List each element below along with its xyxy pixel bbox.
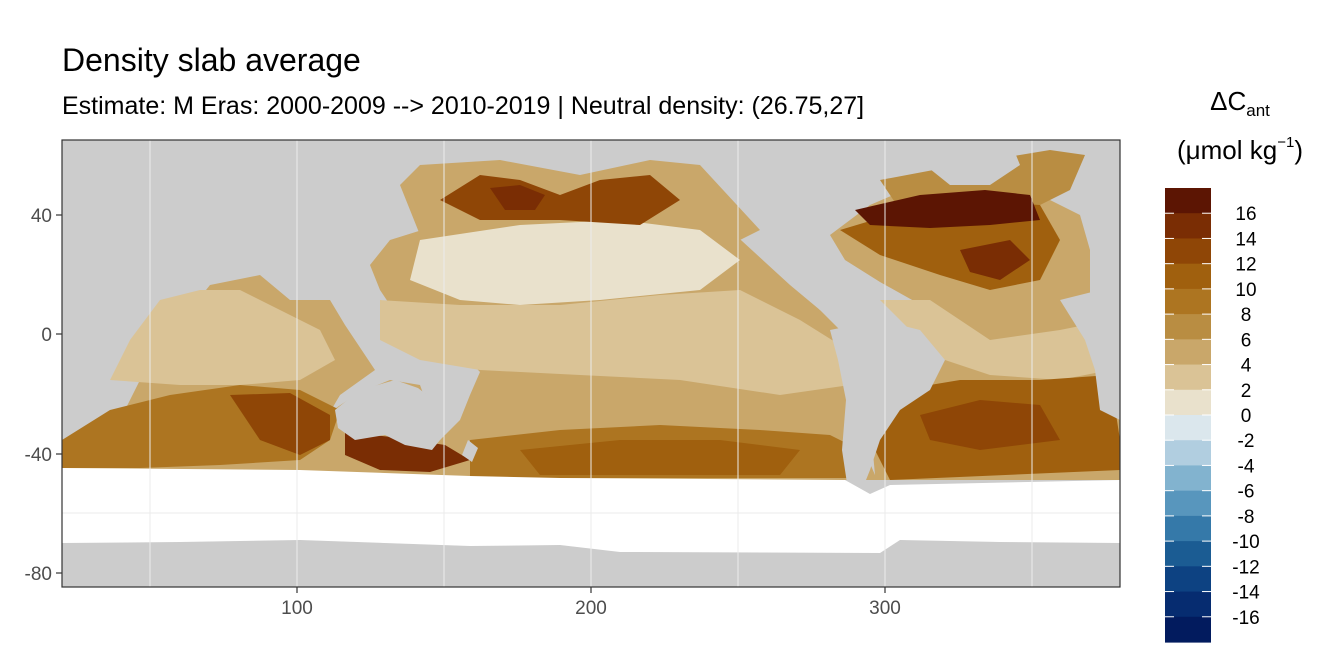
legend-swatch — [1165, 288, 1211, 315]
legend-swatch — [1165, 364, 1211, 391]
legend-label: 16 — [1235, 204, 1256, 225]
region-subpolar-north-atlantic — [855, 190, 1040, 228]
legend-swatch — [1165, 541, 1211, 567]
region-south-atlantic-core — [920, 400, 1060, 450]
region-south-indian-core — [230, 393, 330, 455]
legend-swatch — [1165, 339, 1211, 366]
legend-swatch — [1165, 566, 1211, 593]
legend-label: -12 — [1232, 557, 1259, 578]
legend-swatch — [1165, 238, 1211, 265]
legend-title: ΔCant — [1165, 86, 1315, 121]
legend-unit: (μmol kg−1) — [1165, 134, 1315, 166]
legend-swatch — [1165, 591, 1211, 618]
legend-label: -16 — [1232, 608, 1259, 629]
legend-labels: 16 14 12 10 8 6 4 2 0 -2 -4 -6 -8 -10 -12 -14 -16 — [1232, 204, 1260, 629]
legend-label: 0 — [1241, 406, 1252, 427]
x-tick-label: 100 — [281, 598, 313, 619]
land-central-america — [760, 240, 840, 320]
legend-unit-close: ) — [1294, 135, 1303, 165]
legend-swatch — [1165, 263, 1211, 290]
region-tropical-atlantic — [880, 300, 1110, 380]
plot-title: Density slab average — [62, 42, 361, 78]
y-tick-label: 40 — [31, 206, 52, 227]
legend-label: -14 — [1232, 583, 1260, 604]
y-tick-label: 0 — [41, 325, 52, 346]
legend-swatch — [1165, 515, 1211, 542]
legend-swatch — [1165, 490, 1211, 517]
x-tick-label: 200 — [575, 598, 607, 619]
region-kuroshio-core — [490, 185, 545, 210]
plot-subtitle: Estimate: M Eras: 2000-2009 --> 2010-201… — [62, 92, 865, 120]
legend-unit-main: (μmol kg — [1177, 135, 1278, 165]
legend-label: -8 — [1238, 507, 1255, 528]
legend-label: -4 — [1238, 456, 1255, 477]
land-africa — [1060, 285, 1120, 420]
region-south-pacific-core — [520, 440, 800, 475]
legend-label: 10 — [1235, 280, 1256, 301]
legend-label: 6 — [1241, 330, 1252, 351]
legend-colorbar — [1165, 188, 1211, 643]
region-north-pacific-gyre — [410, 220, 740, 305]
legend-swatch — [1165, 314, 1211, 340]
land-australia — [335, 380, 448, 450]
legend-label: -2 — [1238, 431, 1255, 452]
land-south-america — [830, 320, 945, 495]
legend-unit-superscript: −1 — [1277, 134, 1295, 151]
legend-swatch — [1165, 188, 1211, 214]
axis-tick-marks — [56, 214, 886, 593]
y-tick-label: -40 — [25, 445, 52, 466]
region-tropical-pacific — [380, 290, 850, 395]
region-north-atlantic-gyre-core — [960, 240, 1030, 280]
legend-swatch — [1165, 213, 1211, 240]
legend-label: 14 — [1235, 229, 1257, 250]
legend-title-main: ΔC — [1210, 86, 1247, 116]
y-tick-label: -80 — [25, 564, 52, 585]
x-tick-label: 300 — [869, 598, 901, 619]
y-axis-labels: 40 0 -40 -80 — [25, 206, 52, 585]
land-new-zealand — [462, 440, 478, 462]
legend-title-subscript: ant — [1246, 101, 1270, 120]
legend-swatch — [1165, 389, 1211, 416]
legend-swatch — [1165, 440, 1211, 467]
legend-label: 4 — [1241, 356, 1252, 377]
map-panel — [62, 140, 1120, 587]
grid-lines — [62, 140, 1120, 587]
legend-label: -6 — [1238, 482, 1255, 503]
land-greenland — [920, 140, 1020, 185]
region-south-of-australia — [345, 432, 470, 472]
legend-label: 2 — [1241, 381, 1252, 402]
legend-label: -10 — [1232, 532, 1259, 553]
legend-swatch — [1165, 616, 1211, 643]
region-indian-north — [110, 290, 335, 385]
legend-swatch — [1165, 415, 1211, 441]
legend-swatch — [1165, 465, 1211, 492]
legend-label: 8 — [1241, 305, 1252, 326]
legend-label: 12 — [1235, 255, 1256, 276]
x-axis-labels: 100 200 300 — [281, 598, 901, 619]
